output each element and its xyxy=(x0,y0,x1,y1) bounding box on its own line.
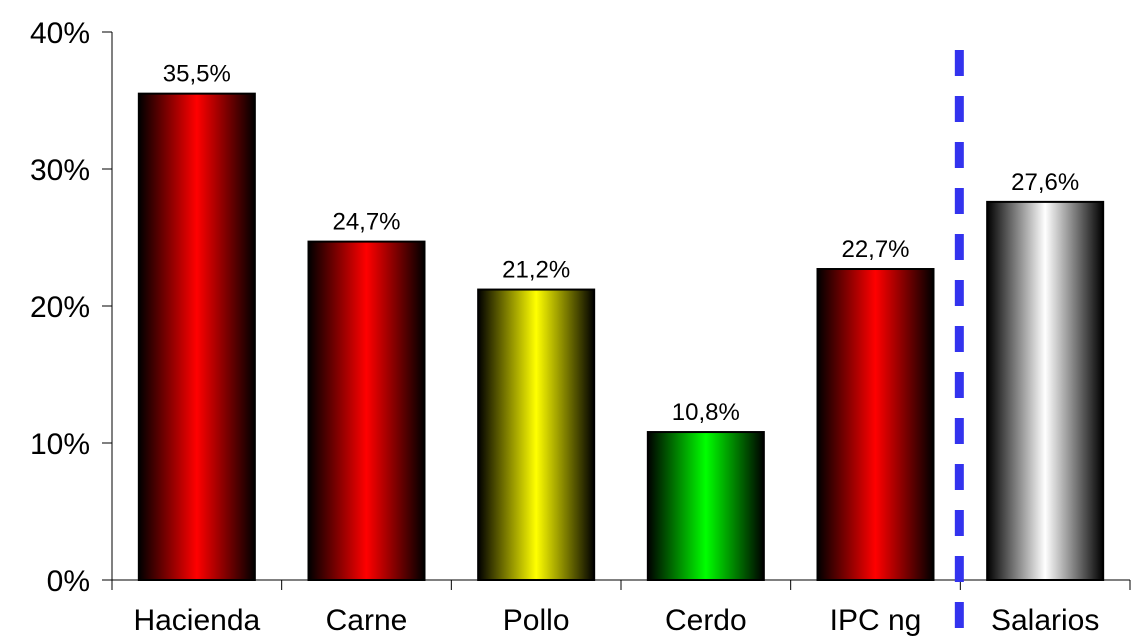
category-label: Salarios xyxy=(991,604,1099,637)
bar-ipc-ng xyxy=(816,268,935,581)
y-tick-label: 30% xyxy=(30,154,90,187)
bar-carne xyxy=(307,240,426,582)
data-label: 35,5% xyxy=(163,61,231,88)
data-label: 10,8% xyxy=(672,399,740,426)
data-label: 21,2% xyxy=(502,257,570,284)
axis-layer xyxy=(102,31,1131,641)
category-label: Carne xyxy=(326,604,408,637)
category-label: Pollo xyxy=(503,604,570,637)
bar-cerdo xyxy=(646,431,765,582)
data-label: 27,6% xyxy=(1011,169,1079,196)
category-label: Cerdo xyxy=(665,604,747,637)
y-tick-label: 0% xyxy=(47,565,90,598)
category-label: Hacienda xyxy=(133,604,260,637)
data-label: 22,7% xyxy=(841,236,909,263)
category-label: IPC ng xyxy=(830,604,922,637)
bar-layer xyxy=(137,92,1105,582)
bar-pollo xyxy=(477,288,596,581)
y-tick-label: 10% xyxy=(30,428,90,461)
label-layer: 0% 10% 20% 30% 40% 35,5% Hacienda 24,7% Carne 21,… xyxy=(30,17,1099,637)
y-tick-label: 20% xyxy=(30,291,90,324)
y-tick-label: 40% xyxy=(30,17,90,50)
bar-hacienda xyxy=(137,92,256,582)
data-label: 24,7% xyxy=(332,209,400,236)
bar-salarios xyxy=(986,200,1105,581)
